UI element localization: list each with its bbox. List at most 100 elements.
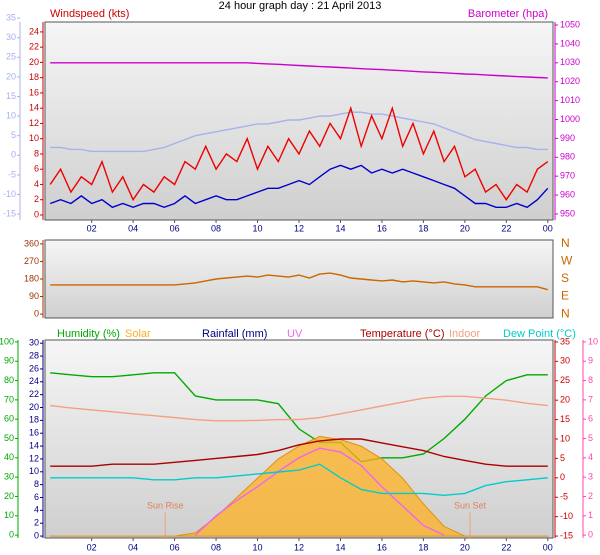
y-tick-label: 12: [29, 453, 39, 463]
line: [50, 62, 548, 79]
x-tick-label: 04: [128, 542, 138, 552]
legend-label: Humidity (%): [57, 328, 120, 340]
y-tick-label: 90: [29, 291, 39, 301]
y-tick-label: 950: [560, 208, 575, 218]
x-tick-label: 00: [543, 223, 553, 233]
y-tick-label: 15: [6, 91, 16, 101]
y-tick-label: 180: [24, 273, 39, 283]
y-tick-label: 90: [4, 356, 14, 366]
y-tick-label: 10: [4, 510, 14, 520]
y-tick-label: 6: [34, 164, 39, 174]
y-tick-label: 4: [588, 452, 593, 462]
y-tick-label: 8: [34, 479, 39, 489]
y-tick-label: 4: [34, 179, 39, 189]
line: [50, 438, 548, 467]
y-tick-label: 0: [560, 472, 565, 482]
y-tick-label: N: [561, 306, 570, 320]
y-tick-label: 1000: [560, 114, 580, 124]
y-tick-label: 10: [29, 133, 39, 143]
line: [49, 164, 549, 209]
y-tick-label: 60: [4, 414, 14, 424]
y-tick-label: 1030: [560, 57, 580, 67]
annotation: Sun Rise: [147, 500, 184, 510]
x-tick-label: 08: [211, 542, 221, 552]
x-tick-label: 16: [377, 542, 387, 552]
y-tick-label: 16: [29, 428, 39, 438]
y-tick-label: 40: [4, 452, 14, 462]
y-tick-label: 80: [4, 375, 14, 385]
y-tick-label: 0: [9, 529, 14, 539]
y-tick-label: 100: [0, 336, 14, 346]
y-tick-label: 20: [560, 395, 570, 405]
plot-area: [44, 21, 554, 221]
y-tick-label: 4: [34, 505, 39, 515]
y-tick-label: 10: [29, 466, 39, 476]
y2-axis-label: Barometer (hpa): [468, 8, 548, 20]
x-tick-label: 00: [543, 542, 553, 552]
y-tick-label: 20: [4, 491, 14, 501]
y-tick-label: -10: [3, 189, 16, 199]
y-tick-label: 0: [588, 529, 593, 539]
y-axis-label: Windspeed (kts): [50, 8, 129, 20]
y-tick-label: 960: [560, 189, 575, 199]
y-tick-label: 6: [588, 414, 593, 424]
line: [194, 447, 445, 536]
y-tick-label: 0: [34, 308, 39, 318]
legend-label: UV: [287, 328, 303, 340]
x-tick-label: 04: [128, 223, 138, 233]
y-tick-label: 0: [11, 150, 16, 160]
y-tick-label: 5: [560, 453, 565, 463]
y-tick-label: 18: [29, 415, 39, 425]
x-tick-label: 16: [377, 223, 387, 233]
y-tick-label: -15: [560, 530, 573, 540]
y-tick-label: 30: [29, 338, 39, 348]
y-tick-label: 7: [588, 394, 593, 404]
y-tick-label: 360: [24, 238, 39, 248]
x-tick-label: 18: [418, 542, 428, 552]
x-tick-label: 06: [170, 223, 180, 233]
y-tick-label: 70: [4, 394, 14, 404]
line: [50, 463, 548, 497]
y-tick-label: 14: [29, 103, 39, 113]
y-tick-label: 25: [560, 375, 570, 385]
y-tick-label: W: [561, 254, 573, 268]
x-tick-label: 12: [294, 542, 304, 552]
y-tick-label: 9: [588, 356, 593, 366]
y-tick-label: 22: [29, 42, 39, 52]
line: [50, 395, 548, 422]
x-tick-label: 22: [501, 542, 511, 552]
y-tick-label: 35: [6, 12, 16, 22]
y-tick-label: 30: [6, 32, 16, 42]
y-tick-label: 2: [34, 518, 39, 528]
x-tick-label: 14: [335, 542, 345, 552]
x-tick-label: 22: [501, 223, 511, 233]
plot-area: [44, 239, 554, 319]
x-tick-label: 06: [170, 542, 180, 552]
y-tick-label: 16: [29, 87, 39, 97]
y-tick-label: 30: [560, 356, 570, 366]
y-tick-label: 2: [34, 194, 39, 204]
y-tick-label: -10: [560, 511, 573, 521]
legend-label: Dew Point (°C): [503, 328, 576, 340]
y-tick-label: 5: [11, 130, 16, 140]
y-tick-label: 270: [24, 256, 39, 266]
y-tick-label: 1: [588, 510, 593, 520]
y-tick-label: -15: [3, 208, 16, 218]
y-tick-label: 990: [560, 133, 575, 143]
x-tick-label: 08: [211, 223, 221, 233]
line: [50, 272, 548, 291]
y-tick-label: 24: [29, 376, 39, 386]
y-tick-label: 1010: [560, 95, 580, 105]
y-tick-label: -5: [8, 169, 16, 179]
y-tick-label: 970: [560, 171, 575, 181]
y-tick-label: 22: [29, 389, 39, 399]
legend-label: Indoor: [449, 328, 481, 340]
x-tick-label: 20: [460, 223, 470, 233]
area: [49, 435, 549, 537]
y-tick-label: 8: [588, 375, 593, 385]
y-tick-label: 0: [34, 209, 39, 219]
line: [50, 111, 548, 153]
y-tick-label: 35: [560, 336, 570, 346]
y-tick-label: 8: [34, 148, 39, 158]
annotation: Sun Set: [454, 500, 487, 510]
